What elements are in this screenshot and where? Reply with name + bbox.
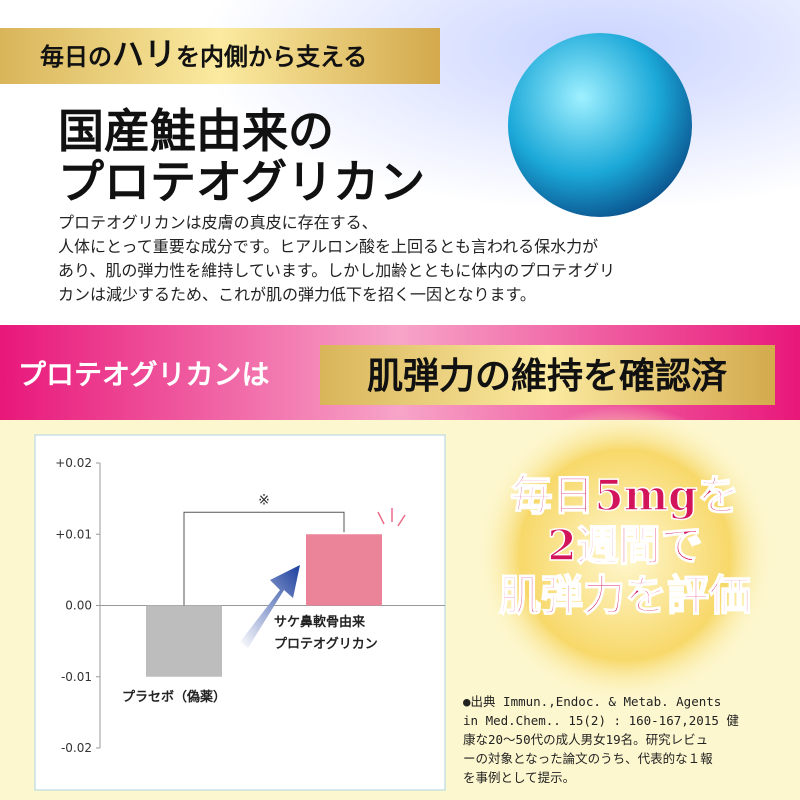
description-line: カンは減少するため、これが肌の弾力低下を招く一因となります。 (58, 285, 536, 304)
description: プロテオグリカンは皮膚の真皮に存在する、人体にとって重要な成分です。ヒアルロン酸… (58, 213, 615, 304)
molecule-sphere (508, 33, 692, 217)
tagline: 毎日のハリを内側から支える (40, 35, 367, 73)
citation-line: in Med.Chem.. 15(2) : 160-167,2015 健 (463, 713, 739, 728)
sparkle (377, 508, 406, 527)
arrow (240, 565, 300, 648)
chart: +0.02 +0.01 0.00 -0.01 -0.02 ※ (55, 456, 445, 755)
citation: ●出典 Immun.,Endoc. & Metab. Agents in Med.… (463, 694, 739, 785)
tagline-part: 毎日の (40, 43, 112, 71)
y-tick-label: +0.01 (55, 527, 92, 541)
tagline-part: を内側から支える (176, 43, 367, 71)
badge (475, 405, 775, 705)
description-line: プロテオグリカンは皮膚の真皮に存在する、 (58, 213, 378, 232)
bar (306, 534, 382, 606)
x-category-label: サケ鼻軟骨由来 プロテオグリカン (274, 614, 378, 652)
chart-frame (34, 434, 446, 791)
description-line: あり、肌の弾力性を維持しています。しかし加齢とともに体内のプロテオグリ (58, 261, 615, 280)
annotation: ※ (258, 492, 270, 508)
y-tick-label: -0.01 (61, 670, 92, 684)
bar (146, 605, 222, 677)
y-tick-label: -0.02 (61, 741, 92, 755)
title-line: 国産鮭由来の (58, 104, 334, 158)
citation-line: 康な20～50代の成人男女19名。研究レビュ (463, 732, 708, 747)
description-line: 人体にとって重要な成分です。ヒアルロン酸を上回るとも言われる保水力が (58, 237, 598, 256)
significance-bracket (183, 511, 345, 606)
tagline-bar (0, 28, 440, 84)
citation-line: ●出典 Immun.,Endoc. & Metab. Agents (463, 694, 721, 709)
banner-box (320, 345, 775, 405)
citation-line: を事例として提示。 (463, 770, 575, 785)
tagline-emphasis: ハリ (112, 35, 176, 73)
x-category-label: プラセボ（偽薬） (122, 689, 227, 705)
y-tick-label: +0.02 (55, 456, 92, 470)
badge-line: 毎日5mgを (510, 471, 739, 520)
title-line: プロテオグリカン (58, 155, 425, 209)
banner-left: プロテオグリカンは (18, 358, 269, 391)
badge-line: 2週間で (547, 521, 702, 570)
citation-line: ーの対象となった論文のうち、代表的な１報 (463, 751, 713, 766)
banner-right: 肌弾力の維持を確認済 (367, 356, 727, 397)
badge-line: 肌弾力を評価 (499, 571, 751, 620)
y-tick-label: 0.00 (65, 599, 92, 613)
